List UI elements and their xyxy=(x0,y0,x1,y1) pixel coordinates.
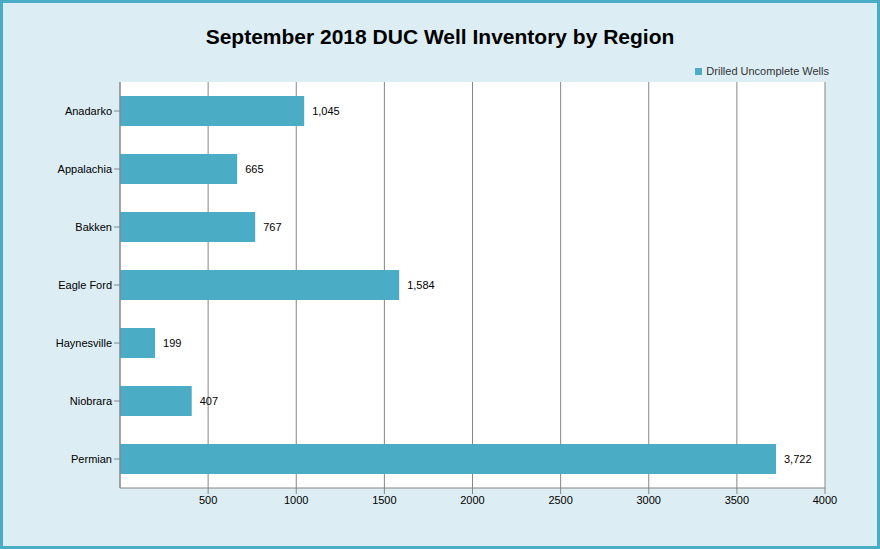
svg-text:3,722: 3,722 xyxy=(784,453,812,465)
svg-text:3500: 3500 xyxy=(725,494,749,506)
html-text:Drilled Uncomplete Wells: Drilled Uncomplete Wells xyxy=(706,65,829,77)
svg-text:1500: 1500 xyxy=(372,494,396,506)
svg-text:1,045: 1,045 xyxy=(312,105,340,117)
svg-text:199: 199 xyxy=(163,337,181,349)
svg-text:4000: 4000 xyxy=(813,494,837,506)
svg-text:1000: 1000 xyxy=(284,494,308,506)
svg-text:1,584: 1,584 xyxy=(407,279,435,291)
svg-text:500: 500 xyxy=(199,494,217,506)
svg-text:2000: 2000 xyxy=(460,494,484,506)
svg-text:Permian: Permian xyxy=(71,453,112,465)
svg-text:3000: 3000 xyxy=(637,494,661,506)
svg-text:407: 407 xyxy=(200,395,218,407)
svg-text:Appalachia: Appalachia xyxy=(58,163,113,175)
svg-text:Bakken: Bakken xyxy=(75,221,112,233)
svg-text:Anadarko: Anadarko xyxy=(65,105,112,117)
svg-text:2500: 2500 xyxy=(548,494,572,506)
html-text:September 2018 DUC Well Invent: September 2018 DUC Well Inventory by Reg… xyxy=(205,25,675,48)
svg-text:Niobrara: Niobrara xyxy=(70,395,113,407)
svg-text:665: 665 xyxy=(245,163,263,175)
svg-text:767: 767 xyxy=(263,221,281,233)
svg-text:Haynesville: Haynesville xyxy=(56,337,112,349)
svg-text:Eagle Ford: Eagle Ford xyxy=(58,279,112,291)
